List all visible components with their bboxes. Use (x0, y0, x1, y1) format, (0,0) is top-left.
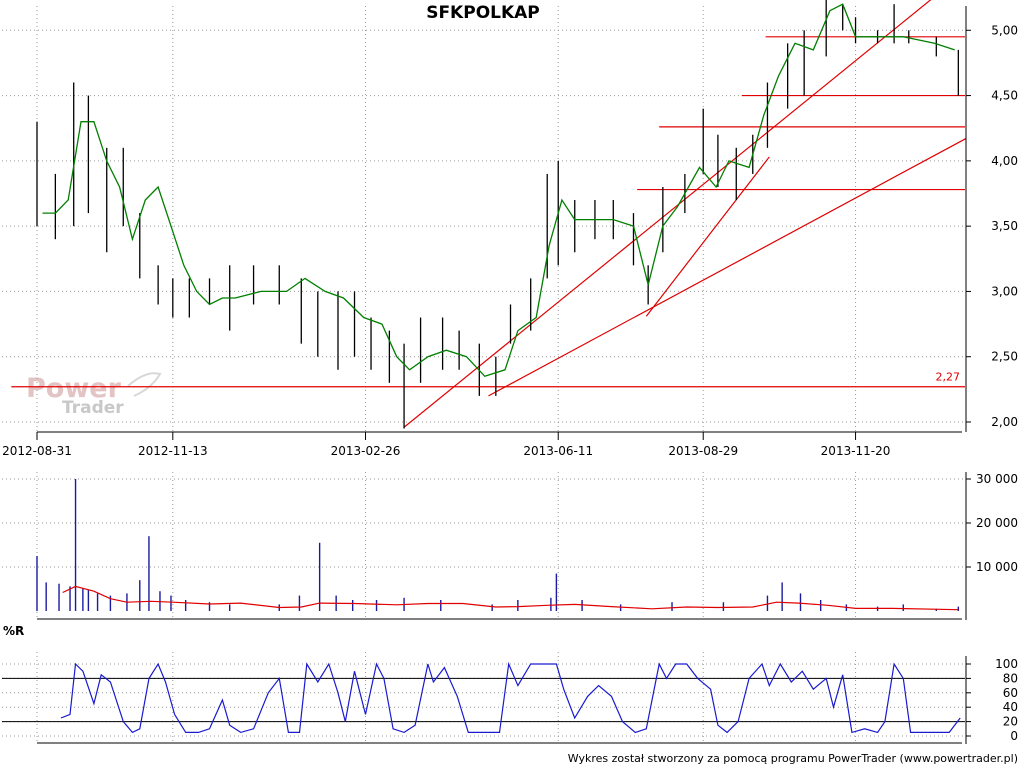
trend-line (488, 138, 966, 397)
wr-y-tick-label: 20 (1003, 715, 1018, 729)
price-y-tick-label: 2,00 (991, 415, 1018, 429)
wr-y-tick-label: 60 (1003, 686, 1018, 700)
watermark-power: Power (26, 373, 122, 404)
date-tick-label: 2013-11-20 (821, 444, 891, 458)
volume-y-tick-label: 30 000 (976, 472, 1018, 486)
price-y-tick-label: 3,00 (991, 284, 1018, 298)
volume-y-tick-label: 20 000 (976, 516, 1018, 530)
wr-y-tick-label: 0 (1010, 729, 1018, 743)
watermark-trader: Trader (62, 398, 124, 418)
powertrader-watermark: Power Trader (26, 372, 162, 418)
price-y-tick-label: 4,00 (991, 154, 1018, 168)
date-tick-label: 2012-11-13 (138, 444, 208, 458)
date-tick-label: 2013-06-11 (523, 444, 593, 458)
volume-average-line (62, 585, 959, 611)
date-tick-label: 2012-08-31 (2, 444, 72, 458)
williams-r-line (60, 661, 961, 734)
wr-y-tick-label: 80 (1003, 671, 1018, 685)
trend-line (645, 156, 770, 317)
footer-credit: Wykres został stworzony za pomocą progra… (568, 752, 1018, 765)
williams-r-panel-title: %R (3, 624, 24, 638)
moving-average-line (42, 3, 955, 378)
date-tick-label: 2013-02-26 (331, 444, 401, 458)
price-y-tick-label: 3,50 (991, 219, 1018, 233)
price-y-tick-label: 4,50 (991, 89, 1018, 103)
volume-y-tick-label: 10 000 (976, 560, 1018, 574)
date-tick-label: 2013-08-29 (668, 444, 738, 458)
price-y-tick-label: 2,50 (991, 350, 1018, 364)
wr-y-tick-label: 100 (995, 657, 1018, 671)
chart-title: SFKPOLKAP (426, 3, 540, 23)
wr-y-tick-label: 40 (1003, 700, 1018, 714)
price-y-tick-label: 5,00 (991, 23, 1018, 37)
level-label: 2,27 (936, 371, 961, 384)
